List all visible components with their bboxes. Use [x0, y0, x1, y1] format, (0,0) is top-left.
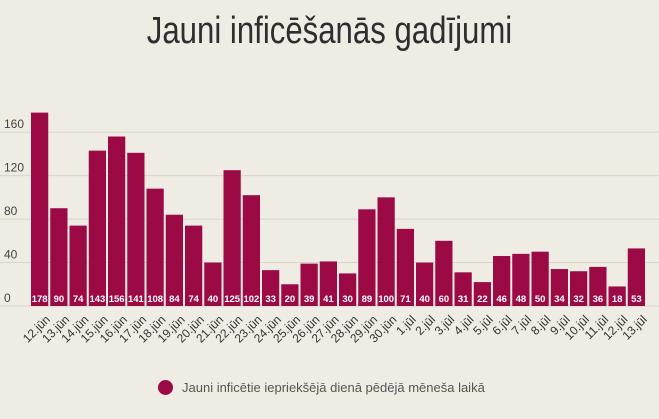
data-label: 84 — [169, 294, 180, 305]
y-axis-ticks: 0 40 80 120 160 — [4, 117, 24, 305]
bar — [204, 262, 222, 306]
data-label: 20 — [285, 294, 296, 305]
data-label: 22 — [477, 294, 488, 305]
bar — [146, 188, 164, 306]
data-label: 74 — [188, 294, 199, 305]
data-label: 89 — [362, 294, 373, 305]
data-label: 100 — [378, 294, 394, 305]
bar — [531, 251, 549, 306]
bar — [454, 272, 472, 306]
data-label: 53 — [631, 294, 642, 305]
data-label: 33 — [265, 294, 276, 305]
bar — [127, 152, 145, 306]
y-tick-label: 120 — [4, 161, 24, 175]
bar — [108, 136, 126, 306]
bar — [377, 197, 395, 306]
bar — [416, 262, 434, 306]
bar — [570, 271, 588, 306]
data-label: 46 — [496, 294, 507, 305]
data-label: 141 — [128, 294, 145, 305]
data-labels: 178 90 74 143 156 141 108 84 74 40 125 102 33 20 39 41 3… — [32, 294, 642, 305]
bar — [300, 263, 318, 306]
bar — [589, 266, 607, 306]
bar — [185, 225, 203, 306]
bar — [627, 248, 645, 306]
bar — [88, 150, 106, 306]
y-tick-label: 80 — [4, 204, 18, 218]
bar — [165, 214, 183, 306]
legend-label: Jauni inficētie iepriekšējā dienā pēdējā… — [182, 379, 485, 395]
x-axis-ticks: 12.jūn13.jūn14.jūn15.jūn16.jūn17.jūn18.j… — [20, 312, 650, 345]
y-tick-label: 160 — [4, 117, 24, 131]
legend-swatch-icon — [158, 379, 173, 395]
bar — [435, 240, 453, 306]
bar — [473, 282, 491, 306]
data-label: 32 — [573, 294, 584, 305]
data-label: 60 — [439, 294, 450, 305]
data-label: 40 — [419, 294, 430, 305]
chart-title: Jauni inficēšanās gadījumi — [146, 10, 513, 52]
bars — [31, 112, 645, 306]
bar — [512, 253, 530, 306]
data-label: 39 — [304, 294, 315, 305]
bar — [608, 286, 626, 306]
data-label: 50 — [535, 294, 546, 305]
data-label: 36 — [593, 294, 604, 305]
bar — [493, 256, 511, 306]
data-label: 40 — [208, 294, 219, 305]
y-tick-label: 0 — [4, 291, 11, 305]
bar — [31, 112, 49, 306]
bar — [262, 270, 280, 306]
bar — [550, 269, 568, 306]
data-label: 125 — [224, 294, 241, 305]
data-label: 156 — [109, 294, 125, 305]
bar — [242, 195, 260, 306]
data-label: 31 — [458, 294, 469, 305]
data-label: 34 — [554, 294, 565, 305]
bar — [50, 208, 68, 306]
data-label: 74 — [73, 294, 84, 305]
bar — [69, 225, 87, 306]
data-label: 90 — [54, 294, 65, 305]
bar — [281, 284, 299, 306]
bar — [223, 170, 241, 306]
data-label: 108 — [147, 294, 163, 305]
data-label: 71 — [400, 294, 411, 305]
data-label: 143 — [89, 294, 105, 305]
data-label: 102 — [243, 294, 259, 305]
data-label: 18 — [612, 294, 623, 305]
bar — [339, 273, 357, 306]
data-label: 41 — [323, 294, 334, 305]
bar — [319, 261, 337, 306]
y-tick-label: 40 — [4, 248, 18, 262]
data-label: 48 — [516, 294, 527, 305]
data-label: 178 — [32, 294, 48, 305]
data-label: 30 — [342, 294, 353, 305]
bar — [396, 228, 414, 306]
bar — [358, 209, 376, 306]
legend: Jauni inficētie iepriekšējā dienā pēdējā… — [158, 377, 485, 397]
